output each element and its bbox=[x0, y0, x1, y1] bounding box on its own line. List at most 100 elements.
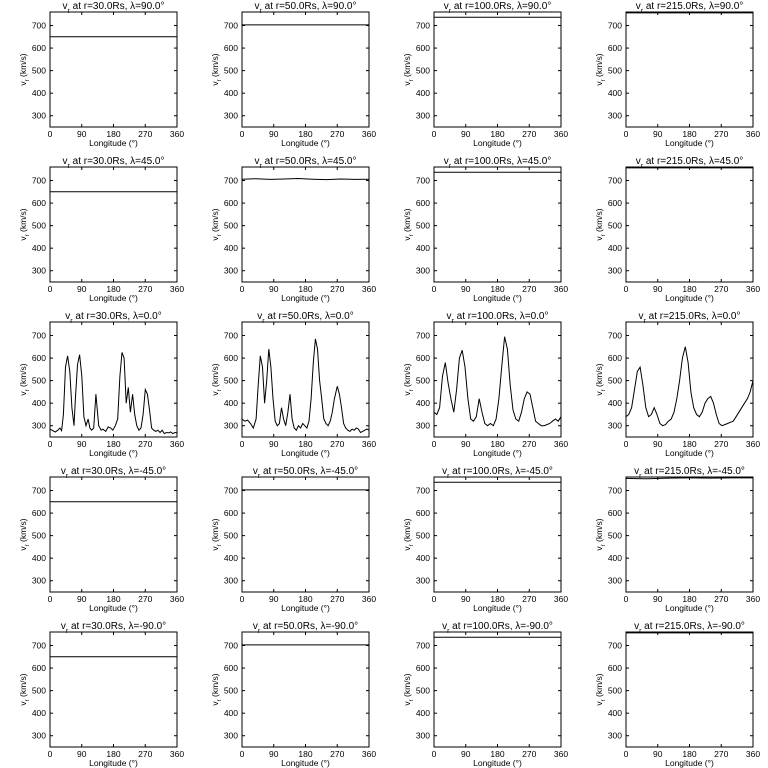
y-tick-label: 500 bbox=[32, 376, 46, 386]
x-tick-label: 180 bbox=[682, 129, 696, 139]
x-tick-label: 180 bbox=[490, 284, 504, 294]
x-tick-label: 0 bbox=[240, 749, 245, 759]
panel-7: vr at r=100.0Rs, λ=45.0° 0 90 180 270 360 300 4… bbox=[402, 156, 568, 303]
y-tick-label: 700 bbox=[32, 21, 46, 31]
panel-17: vr at r=30.0Rs, λ=-90.0° 0 90 180 270 360 300 4… bbox=[18, 621, 184, 768]
y-tick-label: 700 bbox=[608, 176, 622, 186]
y-tick-label: 400 bbox=[416, 708, 430, 718]
plot-frame bbox=[49, 11, 178, 128]
y-tick-label: 700 bbox=[224, 331, 238, 341]
x-tick-label: 360 bbox=[170, 129, 184, 139]
x-tick-label: 360 bbox=[554, 439, 568, 449]
y-tick-label: 300 bbox=[224, 111, 238, 121]
x-tick-label: 270 bbox=[522, 284, 536, 294]
plot-frame bbox=[433, 476, 562, 593]
x-tick-label: 180 bbox=[298, 284, 312, 294]
y-tick-label: 300 bbox=[416, 421, 430, 431]
y-tick-label: 400 bbox=[608, 88, 622, 98]
y-tick-label: 500 bbox=[416, 531, 430, 541]
vr-series-line bbox=[49, 352, 178, 435]
y-axis-label: vr (km/s) bbox=[594, 208, 607, 240]
plot-frame bbox=[433, 166, 562, 283]
y-axis-label: vr (km/s) bbox=[18, 53, 31, 85]
x-tick-label: 360 bbox=[746, 129, 760, 139]
x-tick-label: 360 bbox=[554, 129, 568, 139]
y-axis-label: vr (km/s) bbox=[210, 53, 223, 85]
panel-9: vr at r=30.0Rs, λ=0.0° 0 90 180 270 360 300 400… bbox=[18, 311, 184, 458]
y-tick-label: 600 bbox=[416, 663, 430, 673]
x-tick-label: 90 bbox=[269, 439, 279, 449]
x-tick-label: 270 bbox=[138, 594, 152, 604]
x-tick-label: 270 bbox=[138, 129, 152, 139]
panel-title: vr at r=100.0Rs, λ=45.0° bbox=[444, 156, 552, 170]
vr-series-line bbox=[625, 477, 753, 480]
panel-1: vr at r=30.0Rs, λ=90.0° 0 90 180 270 360 300 40… bbox=[18, 1, 184, 148]
y-tick-label: 700 bbox=[416, 21, 430, 31]
panel-title: vr at r=30.0Rs, λ=90.0° bbox=[63, 1, 165, 15]
y-tick-label: 600 bbox=[32, 198, 46, 208]
plot-frame bbox=[625, 631, 754, 748]
panel-title: vr at r=50.0Rs, λ=-90.0° bbox=[253, 621, 358, 635]
x-tick-label: 0 bbox=[48, 284, 53, 294]
y-tick-label: 400 bbox=[32, 243, 46, 253]
panel-title: vr at r=100.0Rs, λ=-45.0° bbox=[442, 466, 553, 480]
y-tick-label: 300 bbox=[32, 731, 46, 741]
x-tick-label: 90 bbox=[77, 284, 87, 294]
plot-frame bbox=[625, 166, 754, 283]
x-tick-label: 270 bbox=[714, 749, 728, 759]
y-tick-label: 700 bbox=[608, 486, 622, 496]
y-axis-label: vr (km/s) bbox=[18, 518, 31, 550]
y-tick-label: 300 bbox=[32, 111, 46, 121]
plot-frame bbox=[241, 476, 370, 593]
y-axis-label: vr (km/s) bbox=[402, 673, 415, 705]
x-tick-label: 0 bbox=[432, 594, 437, 604]
y-tick-label: 700 bbox=[416, 331, 430, 341]
x-tick-label: 90 bbox=[461, 749, 471, 759]
y-tick-label: 400 bbox=[224, 553, 238, 563]
y-axis-label: vr (km/s) bbox=[402, 208, 415, 240]
y-tick-label: 600 bbox=[608, 43, 622, 53]
y-tick-label: 700 bbox=[416, 486, 430, 496]
x-tick-label: 180 bbox=[298, 594, 312, 604]
y-axis-label: vr (km/s) bbox=[18, 208, 31, 240]
x-tick-label: 360 bbox=[746, 594, 760, 604]
x-tick-label: 0 bbox=[240, 594, 245, 604]
x-tick-label: 180 bbox=[490, 129, 504, 139]
x-axis-label: Longitude (°) bbox=[473, 448, 522, 458]
panel-title: vr at r=30.0Rs, λ=45.0° bbox=[63, 156, 165, 170]
plot-frame bbox=[241, 166, 370, 283]
panel-13: vr at r=30.0Rs, λ=-45.0° 0 90 180 270 360 300 4… bbox=[18, 466, 184, 613]
x-axis-label: Longitude (°) bbox=[89, 293, 138, 303]
x-tick-label: 90 bbox=[269, 594, 279, 604]
y-tick-label: 500 bbox=[416, 66, 430, 76]
plot-frame bbox=[49, 321, 178, 438]
vr-series-line bbox=[241, 177, 370, 181]
plot-frame bbox=[625, 11, 754, 128]
x-tick-label: 360 bbox=[362, 284, 376, 294]
y-tick-label: 700 bbox=[224, 486, 238, 496]
y-tick-label: 600 bbox=[32, 663, 46, 673]
y-tick-label: 400 bbox=[416, 553, 430, 563]
y-axis-label: vr (km/s) bbox=[210, 518, 223, 550]
y-tick-label: 300 bbox=[608, 421, 622, 431]
y-tick-label: 400 bbox=[608, 708, 622, 718]
y-tick-label: 600 bbox=[224, 508, 238, 518]
y-tick-label: 600 bbox=[608, 663, 622, 673]
y-tick-label: 700 bbox=[32, 486, 46, 496]
y-axis-label: vr (km/s) bbox=[210, 208, 223, 240]
x-tick-label: 360 bbox=[362, 129, 376, 139]
y-tick-label: 500 bbox=[608, 66, 622, 76]
y-tick-label: 600 bbox=[224, 198, 238, 208]
panel-title: vr at r=100.0Rs, λ=0.0° bbox=[447, 311, 549, 325]
x-tick-label: 90 bbox=[77, 594, 87, 604]
x-tick-label: 180 bbox=[106, 749, 120, 759]
vr-series-line bbox=[433, 336, 562, 427]
panel-title: vr at r=215.0Rs, λ=0.0° bbox=[639, 311, 741, 325]
x-tick-label: 0 bbox=[240, 284, 245, 294]
x-tick-label: 270 bbox=[522, 129, 536, 139]
x-tick-label: 360 bbox=[362, 439, 376, 449]
x-tick-label: 0 bbox=[624, 749, 629, 759]
x-tick-label: 180 bbox=[682, 284, 696, 294]
x-axis-label: Longitude (°) bbox=[665, 138, 714, 148]
